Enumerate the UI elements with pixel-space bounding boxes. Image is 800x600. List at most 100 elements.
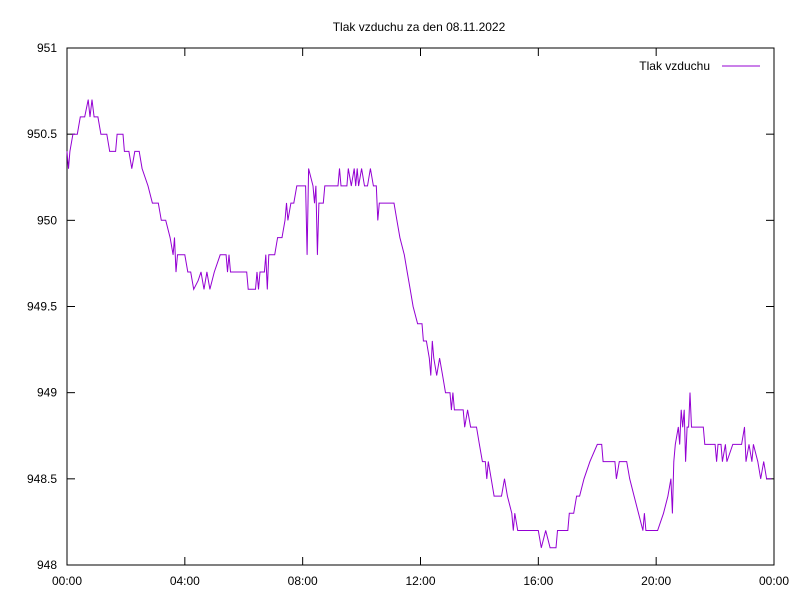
data-point xyxy=(629,478,630,480)
data-point xyxy=(685,461,686,462)
data-point xyxy=(430,375,432,376)
data-point xyxy=(479,444,480,445)
data-point xyxy=(152,202,153,204)
data-point xyxy=(507,495,508,497)
data-point xyxy=(429,357,430,359)
data-point xyxy=(476,426,477,428)
y-tick-label: 949 xyxy=(37,386,57,400)
data-point xyxy=(601,444,602,445)
data-point xyxy=(287,220,289,221)
data-point xyxy=(370,168,371,169)
data-point xyxy=(219,254,221,256)
data-point xyxy=(172,254,174,256)
data-point xyxy=(393,202,395,204)
data-point xyxy=(255,289,256,290)
data-point xyxy=(193,289,194,290)
data-point xyxy=(206,271,208,273)
data-point xyxy=(89,116,91,118)
data-point xyxy=(482,461,483,462)
data-point xyxy=(373,185,374,187)
data-point xyxy=(545,530,546,531)
data-point xyxy=(567,530,569,531)
data-point xyxy=(77,133,78,135)
data-point xyxy=(80,116,81,118)
data-point xyxy=(602,461,604,462)
data-point xyxy=(766,478,767,480)
data-point xyxy=(175,271,177,273)
data-point xyxy=(439,357,440,359)
data-point xyxy=(663,513,664,514)
data-point xyxy=(704,444,706,445)
data-point xyxy=(116,133,118,135)
data-point xyxy=(644,513,645,514)
data-point xyxy=(314,202,315,204)
data-point xyxy=(513,530,514,531)
data-point xyxy=(579,495,580,497)
x-tick-label: 20:00 xyxy=(641,574,671,588)
data-point xyxy=(770,478,772,480)
data-point xyxy=(197,280,199,282)
data-point xyxy=(470,426,471,428)
data-point xyxy=(688,426,689,428)
data-point xyxy=(672,513,673,514)
data-point xyxy=(720,444,722,445)
data-point xyxy=(351,185,352,187)
y-tick-label: 950.5 xyxy=(27,127,57,141)
data-point xyxy=(757,461,759,462)
plot-frame xyxy=(66,47,775,566)
y-tick-label: 948 xyxy=(37,558,57,572)
data-point xyxy=(296,185,298,187)
data-point xyxy=(227,271,228,273)
data-point xyxy=(364,185,365,187)
data-point xyxy=(725,444,726,445)
data-point xyxy=(619,461,620,462)
data-point xyxy=(158,202,159,204)
data-point xyxy=(305,185,306,187)
data-point xyxy=(312,185,314,187)
x-tick-label: 08:00 xyxy=(288,574,318,588)
data-point xyxy=(376,185,377,187)
data-point xyxy=(670,478,672,480)
y-tick-label: 949.5 xyxy=(27,300,57,314)
data-point xyxy=(452,392,454,394)
data-point xyxy=(744,426,745,428)
data-point xyxy=(569,513,570,514)
data-point xyxy=(511,513,513,514)
data-point xyxy=(501,495,502,497)
data-point xyxy=(324,185,326,187)
data-point xyxy=(290,202,292,204)
data-point xyxy=(258,289,259,290)
data-point xyxy=(763,461,764,462)
data-point xyxy=(753,444,754,445)
data-point xyxy=(633,495,635,497)
y-tick-label: 948.5 xyxy=(27,472,57,486)
data-point xyxy=(256,271,258,273)
data-point xyxy=(616,478,617,480)
data-point xyxy=(433,357,435,359)
data-point xyxy=(68,168,69,169)
data-point xyxy=(353,168,355,169)
data-point xyxy=(716,461,717,462)
data-point xyxy=(165,220,166,221)
x-tick-label: 00:00 xyxy=(52,574,82,588)
data-point xyxy=(134,151,136,152)
data-point xyxy=(751,461,753,462)
data-point xyxy=(442,375,443,376)
data-point xyxy=(626,461,627,462)
data-point xyxy=(722,461,723,462)
data-point xyxy=(259,271,261,273)
data-point xyxy=(100,133,102,135)
data-point xyxy=(268,254,270,256)
data-point xyxy=(161,220,162,221)
data-point xyxy=(406,271,408,273)
data-point xyxy=(717,444,719,445)
data-point xyxy=(748,444,750,445)
data-point xyxy=(184,254,186,256)
data-point xyxy=(230,271,231,273)
data-point xyxy=(642,530,644,531)
data-point xyxy=(128,151,130,152)
data-point xyxy=(576,495,577,497)
data-point xyxy=(379,202,380,204)
data-point xyxy=(691,426,692,428)
data-point xyxy=(293,202,295,204)
